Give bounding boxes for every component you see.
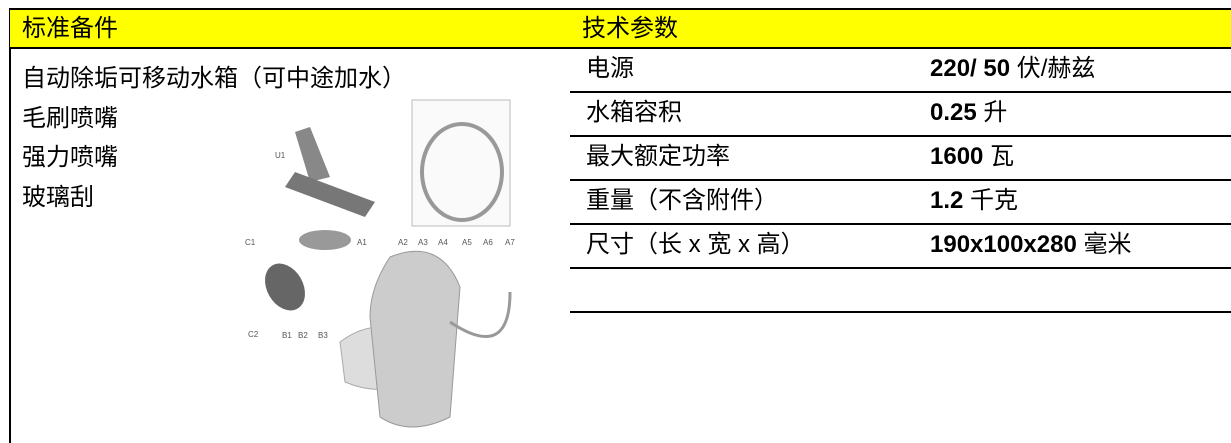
spec-unit: 瓦: [990, 143, 1015, 170]
squeegee: [285, 172, 375, 217]
cord: [449, 291, 512, 339]
spec-unit: 毫米: [1083, 231, 1132, 258]
empty-row: [570, 267, 1231, 313]
spec-unit: 升: [983, 99, 1008, 126]
figure-label: C2: [248, 330, 259, 339]
spec-number: 0.25: [930, 99, 977, 126]
spec-label: 电源: [586, 55, 634, 82]
section-header: 标准备件: [10, 8, 570, 49]
item: 玻璃刮: [22, 184, 94, 211]
figure-label: B2: [298, 331, 308, 340]
spec-value: 220/ 50 伏/赫兹: [930, 47, 1095, 91]
figure-label: B3: [318, 331, 328, 340]
nozzle: [265, 263, 305, 311]
spec-number: 1600: [930, 143, 984, 170]
spec-value: 0.25 升: [930, 91, 1007, 135]
cable: [420, 122, 504, 222]
steamer: [369, 250, 461, 428]
spec-number: 190x100x280: [930, 231, 1077, 258]
spec-row: 水箱容积 0.25 升: [570, 91, 1231, 137]
figure-label: A5: [462, 238, 472, 247]
item: 毛刷喷嘴: [22, 105, 118, 132]
spec-value: 1.2 千克: [930, 179, 1018, 223]
spec-value: 1600 瓦: [930, 135, 1014, 179]
figure-label: A6: [483, 238, 493, 247]
spec-row: 重量（不含附件） 1.2 千克: [570, 179, 1231, 225]
inset: [411, 99, 511, 227]
item: 自动除垢可移动水箱（可中途加水）: [22, 65, 406, 92]
figure-label: A4: [438, 238, 448, 247]
figure-label: B1: [282, 331, 292, 340]
figure-label: U1: [275, 151, 286, 160]
figure-label: A1: [357, 238, 367, 247]
figure-label: A2: [398, 238, 408, 247]
figure-label: C1: [245, 238, 256, 247]
spec-number: 220/ 50: [930, 55, 1011, 82]
section-header: 技术参数: [570, 8, 1231, 49]
figure-label: A7: [505, 238, 515, 247]
spec-row: 尺寸（长 x 宽 x 高） 190x100x280 毫米: [570, 223, 1231, 269]
spec-unit: 千克: [970, 187, 1019, 214]
spec-unit: 伏/赫兹: [1016, 55, 1096, 82]
spec-label: 水箱容积: [586, 99, 682, 126]
item: 强力喷嘴: [22, 144, 118, 171]
left-border: [9, 8, 11, 443]
spec-label: 尺寸（长 x 宽 x 高）: [586, 231, 805, 258]
spec-label: 重量（不含附件）: [586, 187, 778, 214]
spec-row: 最大额定功率 1600 瓦: [570, 135, 1231, 181]
product-diagram: U1 C1 C2 A1 A2 A3 A4 A5 A6 A7 B1 B2 B3: [245, 99, 515, 428]
brush: [299, 230, 351, 250]
figure-label: A3: [418, 238, 428, 247]
spec-value: 190x100x280 毫米: [930, 223, 1132, 267]
spec-label: 最大额定功率: [586, 143, 730, 170]
spec-row: 电源 220/ 50 伏/赫兹: [570, 47, 1231, 93]
spec-number: 1.2: [930, 187, 964, 214]
handle: [295, 127, 330, 182]
